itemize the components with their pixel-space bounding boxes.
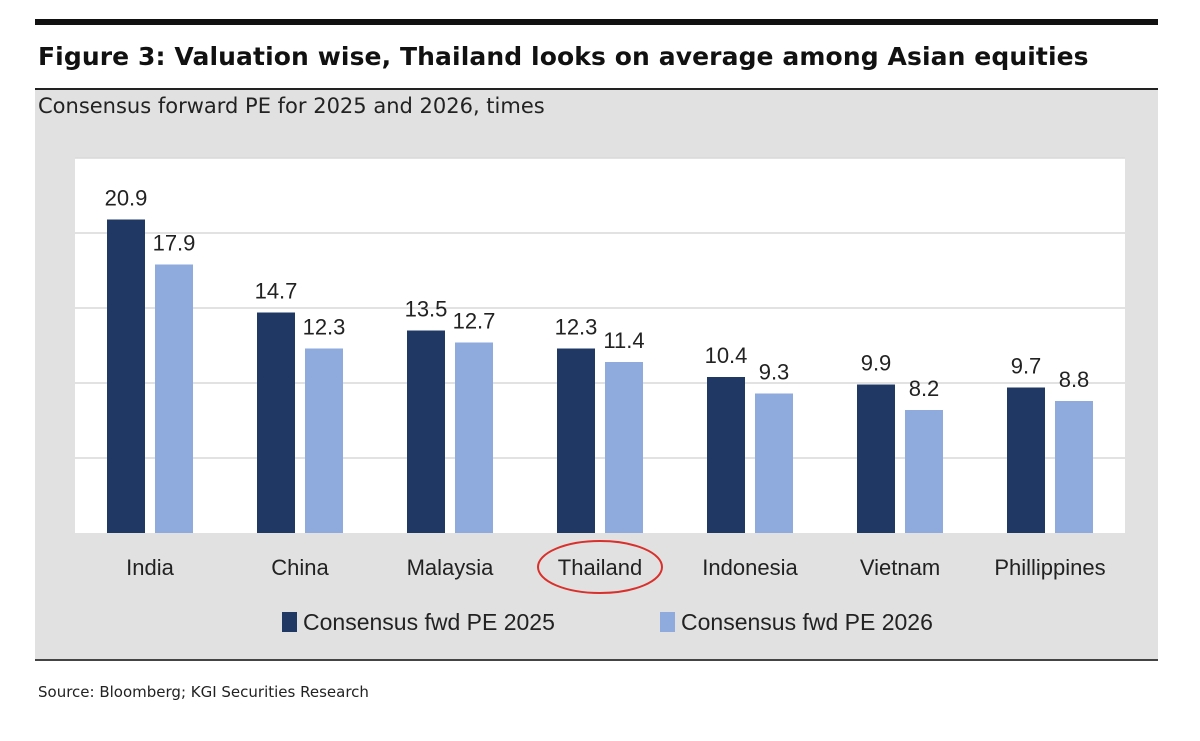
category-label: Vietnam <box>860 555 940 580</box>
figure-subtitle: Consensus forward PE for 2025 and 2026, … <box>38 94 545 118</box>
category-label: Indonesia <box>702 555 798 580</box>
bar-2026 <box>155 264 193 533</box>
bar-2025 <box>257 312 295 533</box>
bar-2025 <box>857 384 895 533</box>
data-label: 12.3 <box>303 315 346 340</box>
data-label: 9.3 <box>759 360 790 385</box>
bar-2025 <box>107 219 145 533</box>
source-note: Source: Bloomberg; KGI Securities Resear… <box>38 683 369 701</box>
data-label: 10.4 <box>705 343 748 368</box>
figure-title: Figure 3: Valuation wise, Thailand looks… <box>38 42 1089 71</box>
highlight-circle <box>537 540 663 594</box>
legend-swatch <box>660 612 675 632</box>
data-label: 17.9 <box>153 231 196 256</box>
category-label: India <box>126 555 174 580</box>
bar-2026 <box>905 410 943 533</box>
data-label: 8.2 <box>909 376 940 401</box>
bar-2026 <box>605 362 643 533</box>
legend-label: Consensus fwd PE 2026 <box>681 609 933 635</box>
bar-2026 <box>755 393 793 533</box>
bar-2026 <box>455 342 493 533</box>
category-label: Malaysia <box>407 555 495 580</box>
plot-area <box>75 158 1125 533</box>
data-label: 9.7 <box>1011 354 1042 379</box>
bar-2025 <box>407 330 445 533</box>
category-label: Phillippines <box>994 555 1105 580</box>
data-label: 12.7 <box>453 309 496 334</box>
legend-label: Consensus fwd PE 2025 <box>303 609 555 635</box>
data-label: 12.3 <box>555 315 598 340</box>
bar-2025 <box>707 377 745 533</box>
data-label: 8.8 <box>1059 367 1090 392</box>
data-label: 11.4 <box>603 328 644 353</box>
top-rule <box>35 19 1158 25</box>
bar-2025 <box>1007 387 1045 533</box>
legend-swatch <box>282 612 297 632</box>
data-label: 9.9 <box>861 351 892 376</box>
data-label: 13.5 <box>405 297 448 322</box>
bar-2025 <box>557 348 595 533</box>
data-label: 14.7 <box>255 279 298 304</box>
category-label: China <box>271 555 329 580</box>
bar-2026 <box>305 348 343 533</box>
bar-2026 <box>1055 401 1093 533</box>
category-label: Thailand <box>558 555 642 580</box>
data-label: 20.9 <box>105 186 148 211</box>
